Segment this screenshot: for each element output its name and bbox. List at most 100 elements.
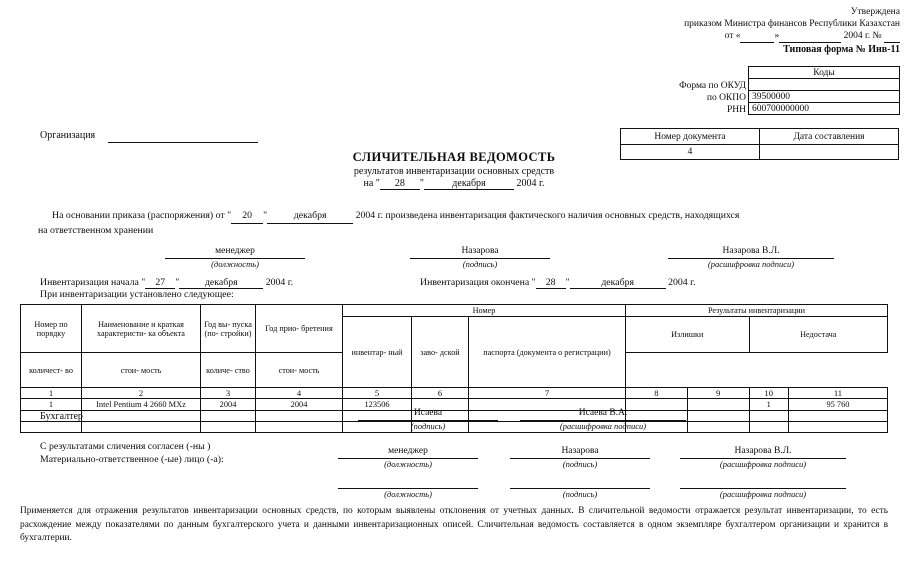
cell-order-number[interactable]: 1 <box>20 398 82 411</box>
approval-date-line: от « » 2004 г. № <box>600 30 900 43</box>
title-date-month[interactable]: декабря <box>423 178 514 190</box>
header-group-number: Номер <box>342 304 626 317</box>
inventory-start-line: Инвентаризация начала " 27 " декабря 2004 г… <box>40 277 293 289</box>
docnum-value-row: 4 <box>620 144 899 160</box>
okud-label: Форма по ОКУД <box>679 81 746 91</box>
okpo-value[interactable]: 39500000 <box>748 90 900 103</box>
table-row[interactable] <box>20 421 889 433</box>
empty-decoding-cell: (расшифровка подписи) <box>680 476 846 499</box>
colnum-2: 2 <box>81 387 201 399</box>
document-date-line: на " 28 " декабря 2004 г. <box>0 178 908 190</box>
responsible-position-value[interactable]: менеджер <box>338 446 478 459</box>
basis-quote: " <box>263 210 268 221</box>
title-date-prefix: на " <box>363 178 380 189</box>
colnum-4: 4 <box>255 387 343 399</box>
empty-cell[interactable] <box>787 410 889 422</box>
accountant-signature-caption: (подпись) <box>410 421 446 431</box>
inventory-start-label: Инвентаризация начала <box>40 277 139 288</box>
document-subtitle: результатов инвентаризации основных сред… <box>353 166 555 177</box>
page-title: СЛИЧИТЕЛЬНАЯ ВЕДОМОСТЬ <box>352 150 556 164</box>
basis-month[interactable]: декабря <box>267 209 354 224</box>
basis-text-a: На основании приказа (распоряжения) от " <box>52 210 232 221</box>
codes-header-row: Коды <box>748 66 900 79</box>
cell-year-made[interactable]: 2004 <box>200 398 256 411</box>
empty-cell[interactable] <box>255 421 343 433</box>
basis-text-c: на ответственном хранении <box>38 225 154 236</box>
codes-table: Коды 39500000 600700000000 <box>748 66 900 115</box>
empty-decoding-value[interactable] <box>680 476 846 489</box>
cell-shortage-cost[interactable]: 95 760 <box>787 398 889 411</box>
header-col-9: стои- мость <box>81 352 201 388</box>
cell-surplus-cost[interactable] <box>686 398 750 411</box>
approval-quote: » <box>774 31 780 41</box>
cell-shortage-qty[interactable]: 1 <box>748 398 789 411</box>
empty-cell[interactable] <box>787 421 889 433</box>
empty-cell[interactable] <box>468 421 626 433</box>
accountant-signature-cell: Исаева (подпись) <box>358 408 498 431</box>
inventory-end-line: Инвентаризация окончена " 28 " декабря 2004… <box>420 277 696 289</box>
empty-cell[interactable] <box>200 421 256 433</box>
header-col-10: количе- ство <box>200 352 256 388</box>
header-col-8: количест- во <box>20 352 82 388</box>
cell-object-name[interactable]: Intel Pentium 4 2660 MXz <box>81 398 201 411</box>
inventory-start-quote1: " <box>141 277 146 288</box>
document-number-header: Номер документа <box>620 128 760 145</box>
empty-cell[interactable] <box>81 410 201 422</box>
basis-year: 2004 <box>355 210 376 221</box>
order-basis-paragraph: На основании приказа (распоряжения) от "… <box>38 209 904 238</box>
top-signature-caption: (подпись) <box>462 259 498 269</box>
accountant-signature-value[interactable]: Исаева <box>358 408 498 421</box>
composition-date-value[interactable] <box>759 144 899 160</box>
title-date-suffix: г. <box>538 178 545 189</box>
okud-value[interactable] <box>748 78 900 91</box>
inventory-start-day[interactable]: 27 <box>145 277 176 289</box>
cell-year-acquired[interactable]: 2004 <box>255 398 343 411</box>
empty-cell[interactable] <box>255 410 343 422</box>
accountant-decoding-value[interactable]: Исаева В.А. <box>520 408 686 421</box>
top-signature-value[interactable]: Назарова <box>410 246 550 259</box>
title-date-day[interactable]: 28 <box>379 178 420 190</box>
empty-position-value[interactable] <box>338 476 478 489</box>
agreement-line-1: С результатами сличения согласен (-ны ) <box>40 441 211 452</box>
document-title-block: СЛИЧИТЕЛЬНАЯ ВЕДОМОСТЬ результатов инвен… <box>0 150 908 190</box>
title-date-quote: " <box>419 178 424 189</box>
colnum-3: 3 <box>200 387 256 399</box>
colnum-6: 6 <box>411 387 469 399</box>
top-position-cell: менеджер (должность) <box>165 246 305 269</box>
inventory-start-month[interactable]: декабря <box>179 277 264 289</box>
empty-cell[interactable] <box>748 410 789 422</box>
empty-cell[interactable] <box>625 421 688 433</box>
basis-text-b: г. произведена инвентаризация фактическо… <box>377 210 740 221</box>
organization-input[interactable] <box>108 142 258 143</box>
top-position-value[interactable]: менеджер <box>165 246 305 259</box>
empty-cell[interactable] <box>81 421 201 433</box>
header-group-surplus: Излишки <box>625 316 750 353</box>
empty-cell[interactable] <box>20 421 82 433</box>
accountant-label: Бухгалтер <box>40 411 83 422</box>
responsible-decoding-value[interactable]: Назарова В.Л. <box>680 446 846 459</box>
basis-day[interactable]: 20 <box>231 209 264 224</box>
top-decoding-value[interactable]: Назарова В.Л. <box>668 246 834 259</box>
inventory-end-month[interactable]: декабря <box>569 277 666 289</box>
rnn-value[interactable]: 600700000000 <box>748 102 900 115</box>
colnum-1: 1 <box>20 387 82 399</box>
inventory-end-quote2: " <box>565 277 570 288</box>
okpo-label: по ОКПО <box>706 93 746 103</box>
inventory-end-day[interactable]: 28 <box>535 277 566 289</box>
responsible-decoding-cell: Назарова В.Л. (расшифровка подписи) <box>680 446 846 469</box>
empty-cell[interactable] <box>686 421 750 433</box>
organization-label: Организация <box>40 130 96 141</box>
approval-from-prefix: от « <box>724 31 741 41</box>
composition-date-header: Дата составления <box>759 128 899 145</box>
responsible-position-cell: менеджер (должность) <box>338 446 478 469</box>
document-number-value[interactable]: 4 <box>620 144 760 160</box>
empty-signature-value[interactable] <box>510 476 650 489</box>
empty-cell[interactable] <box>748 421 789 433</box>
responsible-decoding-caption: (расшифровка подписи) <box>719 459 807 469</box>
empty-decoding-caption: (расшифровка подписи) <box>719 489 807 499</box>
empty-cell[interactable] <box>200 410 256 422</box>
responsible-signature-value[interactable]: Назарова <box>510 446 650 459</box>
responsible-position-caption: (должность) <box>384 459 432 469</box>
empty-cell[interactable] <box>686 410 750 422</box>
inventory-end-quote1: " <box>531 277 536 288</box>
